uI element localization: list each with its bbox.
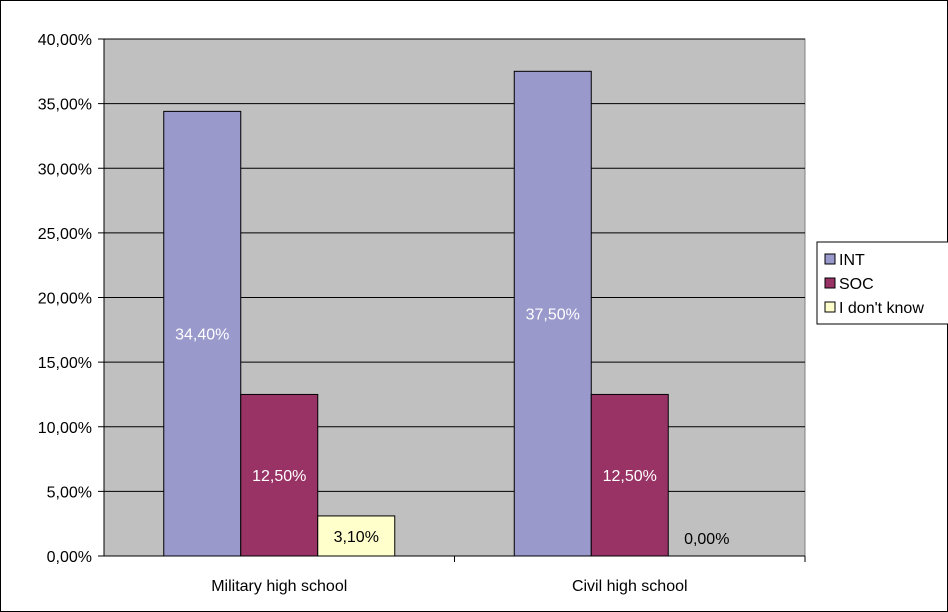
legend-box	[816, 241, 948, 325]
bars	[163, 70, 669, 557]
bar	[163, 110, 242, 557]
legend-label: I don't know	[839, 300, 924, 317]
data-label: 3,10%	[334, 529, 379, 546]
axes: 0,00% 5,00% 10,00% 15,00% 20,00% 25,00% 30,00%…	[38, 32, 806, 595]
y-tick-label: 40,00%	[38, 32, 92, 49]
y-tick-label: 25,00%	[38, 226, 92, 243]
data-label: 0,00%	[684, 531, 729, 548]
y-tick-label: 30,00%	[38, 161, 92, 178]
x-category-label: Military high school	[211, 578, 347, 595]
data-labels: 34,40% 12,50% 3,10% 37,50% 12,50% 0,00%	[175, 307, 729, 548]
y-tick-label: 35,00%	[38, 97, 92, 114]
y-tick-label: 0,00%	[47, 549, 92, 566]
data-label: 34,40%	[175, 327, 229, 344]
y-tick-label: 20,00%	[38, 291, 92, 308]
legend: INT SOC I don't know	[816, 241, 948, 325]
legend-label: INT	[839, 252, 865, 269]
y-tick-label: 5,00%	[47, 484, 92, 501]
data-label: 12,50%	[252, 468, 306, 485]
bar	[317, 515, 396, 557]
bar	[240, 393, 319, 557]
legend-swatch	[824, 277, 836, 289]
y-tick-label: 10,00%	[38, 420, 92, 437]
y-tick-label: 15,00%	[38, 355, 92, 372]
data-label: 37,50%	[526, 307, 580, 324]
data-label: 12,50%	[603, 468, 657, 485]
bar	[590, 393, 669, 557]
bar	[513, 70, 592, 557]
x-category-label: Civil high school	[572, 578, 688, 595]
legend-label: SOC	[839, 276, 874, 293]
legend-swatch	[824, 301, 836, 313]
legend-swatch	[824, 253, 836, 265]
